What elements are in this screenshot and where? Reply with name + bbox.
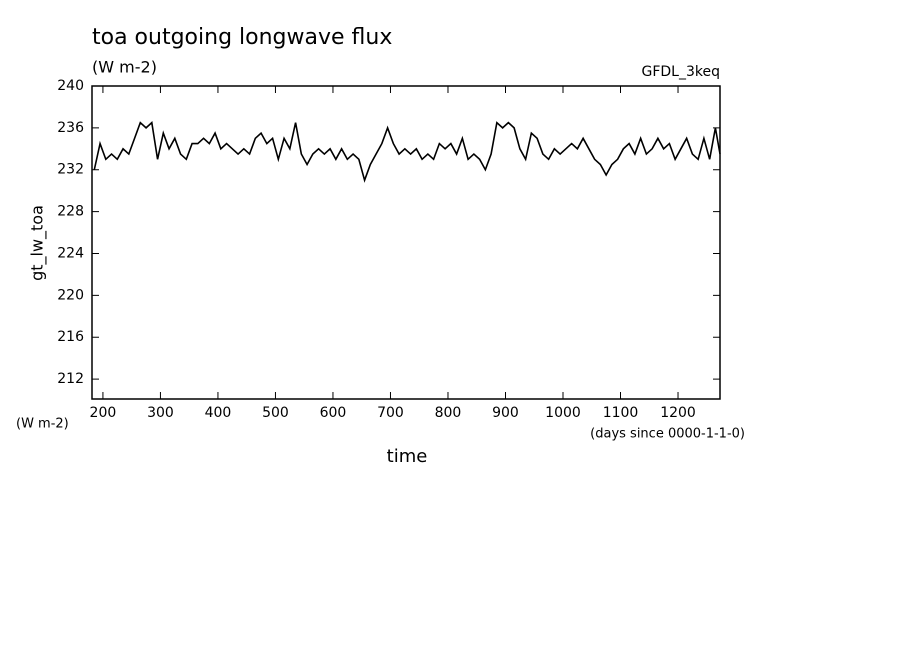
plot-frame xyxy=(91,85,721,400)
x-tick-label: 1100 xyxy=(603,405,639,421)
y-tick-label: 216 xyxy=(57,329,84,345)
x-tick-label: 600 xyxy=(320,405,347,421)
x-tick-label: 200 xyxy=(90,405,117,421)
x-tick-label: 500 xyxy=(262,405,289,421)
data-line xyxy=(93,121,721,183)
y-tick-label: 212 xyxy=(57,371,84,387)
x-tick-label: 900 xyxy=(492,405,519,421)
x-tick-label: 1200 xyxy=(660,405,696,421)
y-tick-label: 220 xyxy=(57,287,84,303)
annotation: GFDL_3keq xyxy=(642,64,721,80)
x-axis-label: time xyxy=(387,446,428,467)
x-tick-label: 300 xyxy=(147,405,174,421)
y-tick-label: 228 xyxy=(57,204,84,220)
y-axis-label: gt_lw_toa xyxy=(28,205,48,281)
x-tick-label: 700 xyxy=(377,405,404,421)
y-tick-label: 224 xyxy=(57,245,84,261)
chart-title: toa outgoing longwave flux xyxy=(92,25,392,50)
y-tick-label: 240 xyxy=(57,78,84,94)
x-units: (days since 0000-1-1-0) xyxy=(590,427,745,442)
chart-subtitle: (W m-2) xyxy=(92,58,157,77)
x-tick-label: 400 xyxy=(205,405,232,421)
x-tick-label: 1000 xyxy=(545,405,581,421)
y-units: (W m-2) xyxy=(16,417,69,432)
y-tick-label: 232 xyxy=(57,162,84,178)
x-tick-label: 800 xyxy=(435,405,462,421)
y-tick-label: 236 xyxy=(57,120,84,136)
